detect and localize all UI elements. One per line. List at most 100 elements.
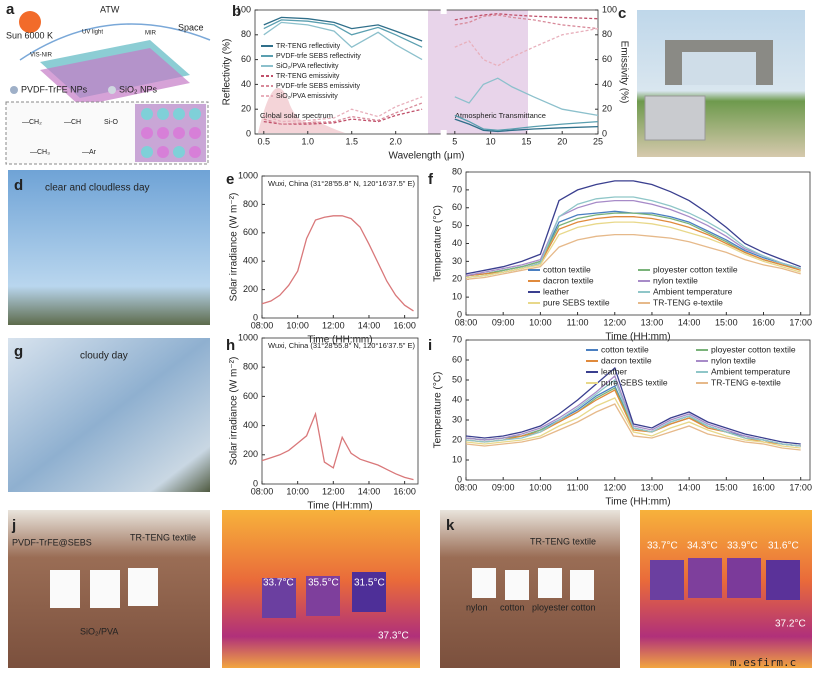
photo-label: TR-TENG textile (130, 532, 196, 542)
y2-tick-label: 60 (602, 54, 612, 64)
x-tick-label: 09:00 (492, 482, 515, 492)
temperature-label: 34.3°C (687, 541, 718, 552)
legend-dot (108, 86, 116, 94)
plot-frame (261, 337, 419, 485)
x-axis-label: Time (HH:mm) (307, 501, 372, 512)
temperature-label: 31.6°C (768, 541, 799, 552)
x-tick-label: 13:00 (641, 482, 664, 492)
y-tick-label: 60 (241, 54, 251, 64)
panel-label: f (428, 171, 434, 188)
legend-label: ployester cotton textile (711, 344, 796, 354)
y-tick-label: 20 (241, 104, 251, 114)
photo-label: SiO₂/PVA (80, 626, 118, 636)
series-line (454, 118, 599, 133)
thermal-sample (650, 560, 684, 600)
series-line (263, 102, 423, 125)
series-line (261, 411, 414, 481)
group-label: Si-O (104, 119, 119, 126)
gate-opening (682, 52, 756, 85)
panel-label: h (226, 337, 235, 354)
legend-label: Ambient temperature (653, 286, 733, 296)
watermark: m.esfirm.c (730, 656, 796, 669)
legend-label: Ambient temperature (711, 366, 791, 376)
series-line (465, 233, 801, 280)
x-tick-label: 20 (557, 136, 567, 146)
thermal-sample (352, 572, 386, 612)
y-tick-label: 50 (452, 220, 462, 230)
legend-label: TR-TENG emissivity (276, 73, 340, 80)
x-tick-label: 11:00 (567, 317, 589, 327)
x-axis-label: Time (HH:mm) (307, 335, 372, 346)
series-line (454, 114, 599, 131)
legend-label: TR-TENG e-textile (711, 377, 781, 387)
sun-label: Sun 6000 K (6, 30, 53, 40)
x-tick-label: 13:00 (641, 317, 664, 327)
series-line (465, 199, 801, 277)
x-tick-label: 14:00 (678, 317, 701, 327)
sample (50, 570, 80, 608)
y-axis-label: Temperature (°C) (433, 205, 444, 282)
series-line (465, 403, 801, 451)
thermal-sample (688, 558, 722, 598)
legend-label: dacron textile (601, 355, 652, 365)
legend-label: ployester cotton textile (653, 264, 738, 274)
photo-label: TR-TENG textile (530, 536, 596, 546)
panel-label: k (446, 517, 455, 534)
series-line (263, 21, 423, 61)
y2-tick-label: 20 (602, 104, 612, 114)
thermal-sample (306, 576, 340, 616)
x-tick-label: 12:00 (322, 486, 345, 496)
chart-title: Wuxi, China (31°28'55.8" N, 120°16'37.5"… (268, 341, 416, 350)
panel-label: c (618, 5, 626, 22)
textile-layer (40, 48, 190, 106)
axis-break (440, 6, 447, 14)
y-tick-label: 400 (243, 256, 258, 266)
legend-label: dacron textile (543, 275, 594, 285)
space-label: Space (178, 22, 204, 32)
x-tick-label: 1.5 (345, 136, 358, 146)
y2-tick-label: 0 (602, 128, 607, 138)
x-tick-label: 14:00 (358, 486, 381, 496)
series-line (454, 27, 599, 67)
y-tick-label: 200 (243, 449, 258, 459)
atw-label: ATW (100, 4, 120, 14)
thermal-sample (766, 560, 800, 600)
x-tick-label: 12:00 (603, 317, 626, 327)
panel-label: b (232, 3, 241, 20)
x-tick-label: 10:00 (529, 482, 552, 492)
mir-label: MIR (145, 31, 157, 37)
y-tick-label: 50 (452, 374, 462, 384)
temperature-label: 37.2°C (775, 619, 806, 630)
sio2-nps-label: SiO₂ NPs (119, 84, 157, 94)
photo-caption: cloudy day (80, 351, 128, 362)
legend-label: PVDF-trfe SEBS reflectivity (276, 53, 361, 60)
photo-label: PVDF-TrFE@SEBS (12, 537, 92, 547)
thermal-sample (262, 578, 296, 618)
photo-g (8, 338, 210, 492)
sample (538, 568, 562, 598)
atmospheric-window (428, 10, 528, 134)
x-tick-label: 16:00 (752, 317, 775, 327)
x-tick-label: 08:00 (455, 482, 478, 492)
y-tick-label: 600 (243, 391, 258, 401)
axis-break (440, 130, 447, 138)
y-tick-label: 80 (241, 29, 251, 39)
legend-label: SiO₂/PVA reflectivity (276, 63, 339, 70)
y-tick-label: 10 (452, 454, 462, 464)
sample (128, 568, 158, 606)
x-tick-label: 2.0 (389, 136, 402, 146)
y-axis-label: Temperature (°C) (433, 372, 444, 449)
vis-nir-label: VIS-NIR (30, 53, 53, 59)
y-tick-label: 1000 (238, 170, 258, 180)
x-tick-label: 14:00 (678, 482, 701, 492)
series-line (465, 397, 801, 449)
panel-label: j (11, 517, 16, 534)
legend-label: cotton textile (543, 264, 591, 274)
panel-label: a (6, 1, 15, 18)
x-tick-label: 17:00 (789, 482, 812, 492)
x-axis-label: Time (HH:mm) (605, 332, 670, 343)
group-label: —CH₂ (22, 119, 42, 126)
x-tick-label: 12:00 (603, 482, 626, 492)
x-axis-label: Time (HH:mm) (605, 497, 670, 508)
annotation: Global solar spectrum (260, 111, 333, 120)
